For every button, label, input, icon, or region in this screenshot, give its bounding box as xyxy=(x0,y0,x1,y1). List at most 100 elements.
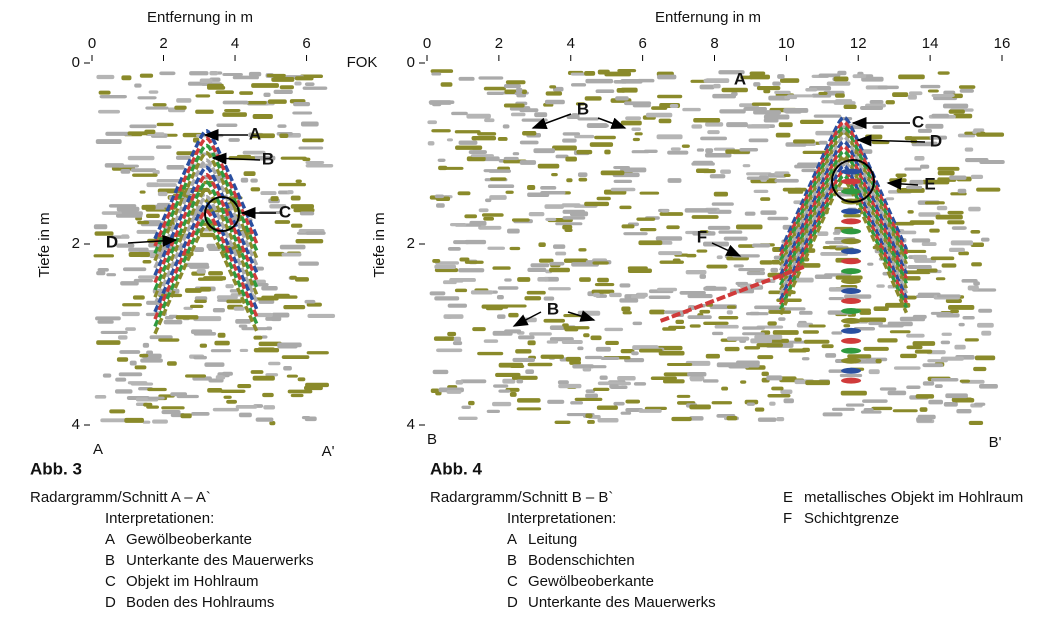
texture-streak xyxy=(136,229,158,234)
legend-text: Gewölbeoberkante xyxy=(126,531,252,548)
texture-streak xyxy=(716,255,723,260)
texture-streak xyxy=(914,156,925,161)
texture-streak xyxy=(509,106,529,111)
texture-streak xyxy=(948,305,975,310)
texture-streak xyxy=(294,81,302,86)
texture-streak xyxy=(805,380,831,386)
texture-streak xyxy=(724,346,740,352)
texture-streak xyxy=(266,73,286,78)
texture-streak xyxy=(98,109,121,114)
y-tick-label: 0 xyxy=(72,54,80,71)
texture-streak xyxy=(935,277,946,281)
texture-streak xyxy=(620,349,635,354)
texture-streak xyxy=(222,100,249,105)
texture-streak xyxy=(544,99,565,105)
texture-streak xyxy=(121,311,140,317)
texture-streak xyxy=(263,405,276,410)
texture-streak xyxy=(143,402,153,407)
texture-streak xyxy=(302,138,324,143)
texture-streak xyxy=(906,333,925,338)
texture-streak xyxy=(430,69,454,73)
texture-streak xyxy=(912,254,928,260)
texture-streak xyxy=(908,91,923,96)
texture-streak xyxy=(483,216,494,221)
texture-streak xyxy=(472,327,486,332)
texture-streak xyxy=(638,348,663,353)
texture-streak xyxy=(446,390,462,394)
metal-echo xyxy=(841,367,862,374)
legend-title: Interpretationen: xyxy=(105,510,214,527)
texture-streak xyxy=(760,197,771,201)
texture-streak xyxy=(889,330,911,334)
texture-streak xyxy=(631,127,641,131)
texture-streak xyxy=(487,246,506,250)
texture-streak xyxy=(271,312,290,318)
texture-streak xyxy=(525,369,535,375)
hyperbola xyxy=(153,224,259,335)
texture-streak xyxy=(837,70,847,76)
texture-streak xyxy=(254,312,273,318)
metal-echo xyxy=(841,327,862,334)
y-tick-label: 2 xyxy=(72,235,80,252)
texture-streak xyxy=(552,86,564,92)
y-tick-label: 0 xyxy=(407,54,415,71)
texture-streak xyxy=(431,72,442,76)
texture-streak xyxy=(767,394,791,398)
annotation-arrow xyxy=(597,117,627,129)
hyperbola xyxy=(153,187,259,298)
texture-streak xyxy=(818,91,828,95)
surface-label: FOK xyxy=(347,54,378,71)
texture-streak xyxy=(964,338,979,342)
texture-streak xyxy=(636,217,656,221)
legend-key: C xyxy=(105,573,116,590)
texture-streak xyxy=(557,380,569,385)
texture-streak xyxy=(263,92,271,97)
texture-streak xyxy=(261,286,278,291)
texture-streak xyxy=(303,385,323,391)
texture-streak xyxy=(778,122,793,128)
texture-streak xyxy=(460,379,487,384)
texture-streak xyxy=(527,362,553,367)
texture-streak xyxy=(102,373,112,378)
texture-streak xyxy=(702,379,719,383)
texture-streak xyxy=(189,71,209,76)
texture-streak xyxy=(780,78,800,83)
texture-streak xyxy=(740,380,747,384)
texture-streak xyxy=(980,237,990,242)
texture-streak xyxy=(726,310,733,315)
texture-streak xyxy=(134,83,142,88)
texture-streak xyxy=(120,169,131,174)
texture-streak xyxy=(638,409,662,413)
texture-streak xyxy=(199,343,208,348)
texture-streak xyxy=(437,158,446,162)
texture-streak xyxy=(937,170,955,176)
texture-streak xyxy=(274,220,291,224)
texture-streak xyxy=(252,375,275,381)
texture-streak xyxy=(555,251,567,256)
texture-streak xyxy=(630,294,646,299)
texture-streak xyxy=(250,178,258,183)
legend-key: C xyxy=(507,573,518,590)
texture-streak xyxy=(94,394,107,399)
texture-streak xyxy=(970,229,981,234)
texture-streak xyxy=(483,86,506,91)
hyperbola xyxy=(153,202,259,313)
texture-streak xyxy=(593,387,610,392)
texture-streak xyxy=(163,319,183,325)
texture-streak xyxy=(753,189,769,193)
texture-streak xyxy=(862,399,888,403)
texture-streak xyxy=(99,95,127,99)
texture-streak xyxy=(744,346,761,350)
texture-streak xyxy=(655,236,683,241)
texture-streak xyxy=(600,170,625,176)
texture-streak xyxy=(705,78,730,84)
texture-streak xyxy=(718,230,743,234)
texture-streak xyxy=(120,281,139,286)
texture-streak xyxy=(863,346,889,351)
texture-streak xyxy=(96,270,106,276)
texture-streak xyxy=(733,264,744,268)
texture-streak xyxy=(133,278,154,283)
texture-streak xyxy=(794,337,802,342)
hyperbola xyxy=(153,194,259,306)
texture-streak xyxy=(577,172,588,177)
